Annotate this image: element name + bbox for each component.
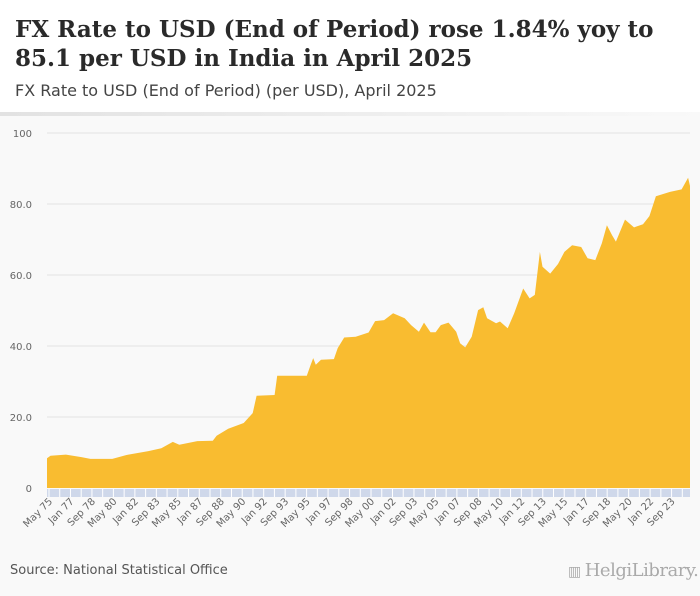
y-tick-label: 60.0 [10,271,32,282]
source-note: Source: National Statistical Office [10,563,228,578]
library-icon: ▥ [568,564,581,580]
y-tick-label: 100 [13,129,32,140]
y-tick-label: 40.0 [10,342,32,353]
y-tick-label: 0 [26,484,32,495]
header-divider [0,112,700,116]
y-tick-label: 20.0 [10,413,32,424]
chart-title: FX Rate to USD (End of Period) rose 1.84… [15,16,654,72]
y-tick-label: 80.0 [10,200,32,211]
series-area [47,177,690,488]
x-axis [47,489,690,497]
x-axis-band [47,489,690,497]
helgi-library-logo[interactable]: ▥ HelgiLibrary. [568,560,699,581]
logo-text: HelgiLibrary. [584,560,699,581]
x-tick-label: May 75 [21,496,55,530]
header: FX Rate to USD (End of Period) rose 1.84… [0,0,700,112]
y-axis: 0 20.0 40.0 60.0 80.0 100 [10,129,32,495]
chart-subtitle: FX Rate to USD (End of Period) (per USD)… [15,81,437,100]
